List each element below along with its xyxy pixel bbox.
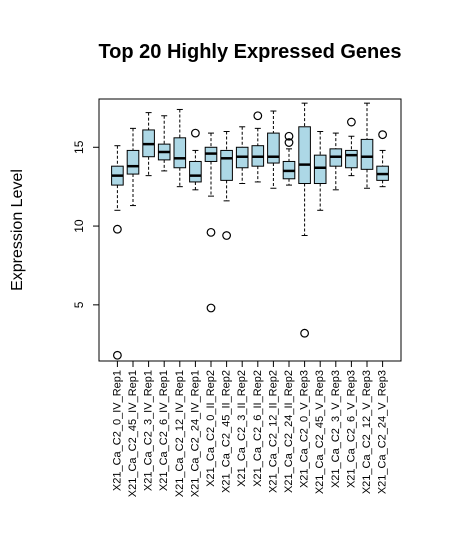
outlier-point xyxy=(347,117,356,127)
box-group xyxy=(376,130,389,188)
x-tick-label: X21_Ca_C2_24_II_Rep2 xyxy=(283,370,295,493)
box-iqr xyxy=(313,154,327,185)
outlier-point xyxy=(284,131,294,141)
box-iqr xyxy=(360,138,374,170)
box-iqr xyxy=(298,126,311,185)
outlier-point xyxy=(206,303,216,313)
box-iqr xyxy=(126,149,140,175)
outlier-point xyxy=(253,111,263,121)
x-tick-label: X21_Ca_C2_0_V_Rep3 xyxy=(299,370,311,488)
box-group xyxy=(313,131,327,211)
x-tick-label: X21_Ca_C2_3_II_Rep2 xyxy=(236,370,248,487)
box-group xyxy=(267,110,280,189)
x-tick-label: X21_Ca_C2_24_IV_Rep1 xyxy=(189,370,201,497)
box-group xyxy=(282,131,296,186)
box-group xyxy=(111,145,124,360)
y-tick-label: 15 xyxy=(72,140,86,154)
x-tick-label: X21_Ca_C2_12_IV_Rep1 xyxy=(174,370,186,497)
box-iqr xyxy=(173,137,187,169)
box-iqr xyxy=(345,149,358,169)
box-group xyxy=(235,126,249,185)
x-tick-label: X21_Ca_C2_45_V_Rep3 xyxy=(314,370,326,494)
box-group xyxy=(345,117,358,177)
x-tick-label: X21_Ca_C2_12_V_Rep3 xyxy=(361,370,373,494)
box-iqr xyxy=(267,132,280,164)
x-tick-label: X21_Ca_C2_12_II_Rep2 xyxy=(267,370,279,493)
chart-title: Top 20 Highly Expressed Genes xyxy=(98,41,401,63)
y-tick-label: 10 xyxy=(72,219,86,233)
x-tick-label: X21_Ca_C2_6_II_Rep2 xyxy=(252,370,264,487)
x-tick-label: X21_Ca_C2_0_IV_Rep1 xyxy=(111,370,123,491)
x-tick-label: X21_Ca_C2_0_II_Rep2 xyxy=(205,370,217,487)
box-iqr xyxy=(220,149,233,181)
box-group xyxy=(173,108,187,188)
x-tick-label: X21_Ca_C2_6_V_Rep3 xyxy=(345,370,357,488)
outlier-point xyxy=(222,231,232,240)
x-axis-labels: X21_Ca_C2_0_IV_Rep1 X21_Ca_C2_45_IV_Rep1 X… xyxy=(111,360,389,497)
outlier-point xyxy=(112,224,122,234)
y-axis: 5 10 15 xyxy=(72,140,100,308)
box-group xyxy=(189,128,202,191)
outlier-point xyxy=(284,138,294,147)
x-tick-label: X21_Ca_C2_24_V_Rep3 xyxy=(377,370,389,494)
box-group xyxy=(204,132,218,313)
box-group xyxy=(142,112,155,177)
y-axis-label: Expression Level xyxy=(9,169,26,291)
outlier-point xyxy=(190,128,200,138)
outlier-point xyxy=(206,227,216,237)
outlier-point xyxy=(300,328,310,338)
box-group xyxy=(251,111,265,183)
x-tick-label: X21_Ca_C2_3_V_Rep3 xyxy=(330,370,342,488)
y-tick-label: 5 xyxy=(72,301,86,308)
x-tick-label: X21_Ca_C2_3_IV_Rep1 xyxy=(143,370,155,491)
box-group xyxy=(329,132,343,191)
outlier-point xyxy=(378,130,388,140)
x-tick-label: X21_Ca_C2_6_IV_Rep1 xyxy=(158,370,170,491)
x-tick-label: X21_Ca_C2_45_IV_Rep1 xyxy=(127,370,139,497)
box-iqr xyxy=(189,160,202,183)
box-group xyxy=(298,102,311,338)
outlier-point xyxy=(112,350,122,360)
box-group xyxy=(360,102,374,189)
box-group xyxy=(157,115,171,172)
box-group xyxy=(126,127,140,207)
boxes-layer xyxy=(111,102,389,360)
x-tick-label: X21_Ca_C2_45_II_Rep2 xyxy=(221,370,233,493)
box-group xyxy=(220,131,233,240)
